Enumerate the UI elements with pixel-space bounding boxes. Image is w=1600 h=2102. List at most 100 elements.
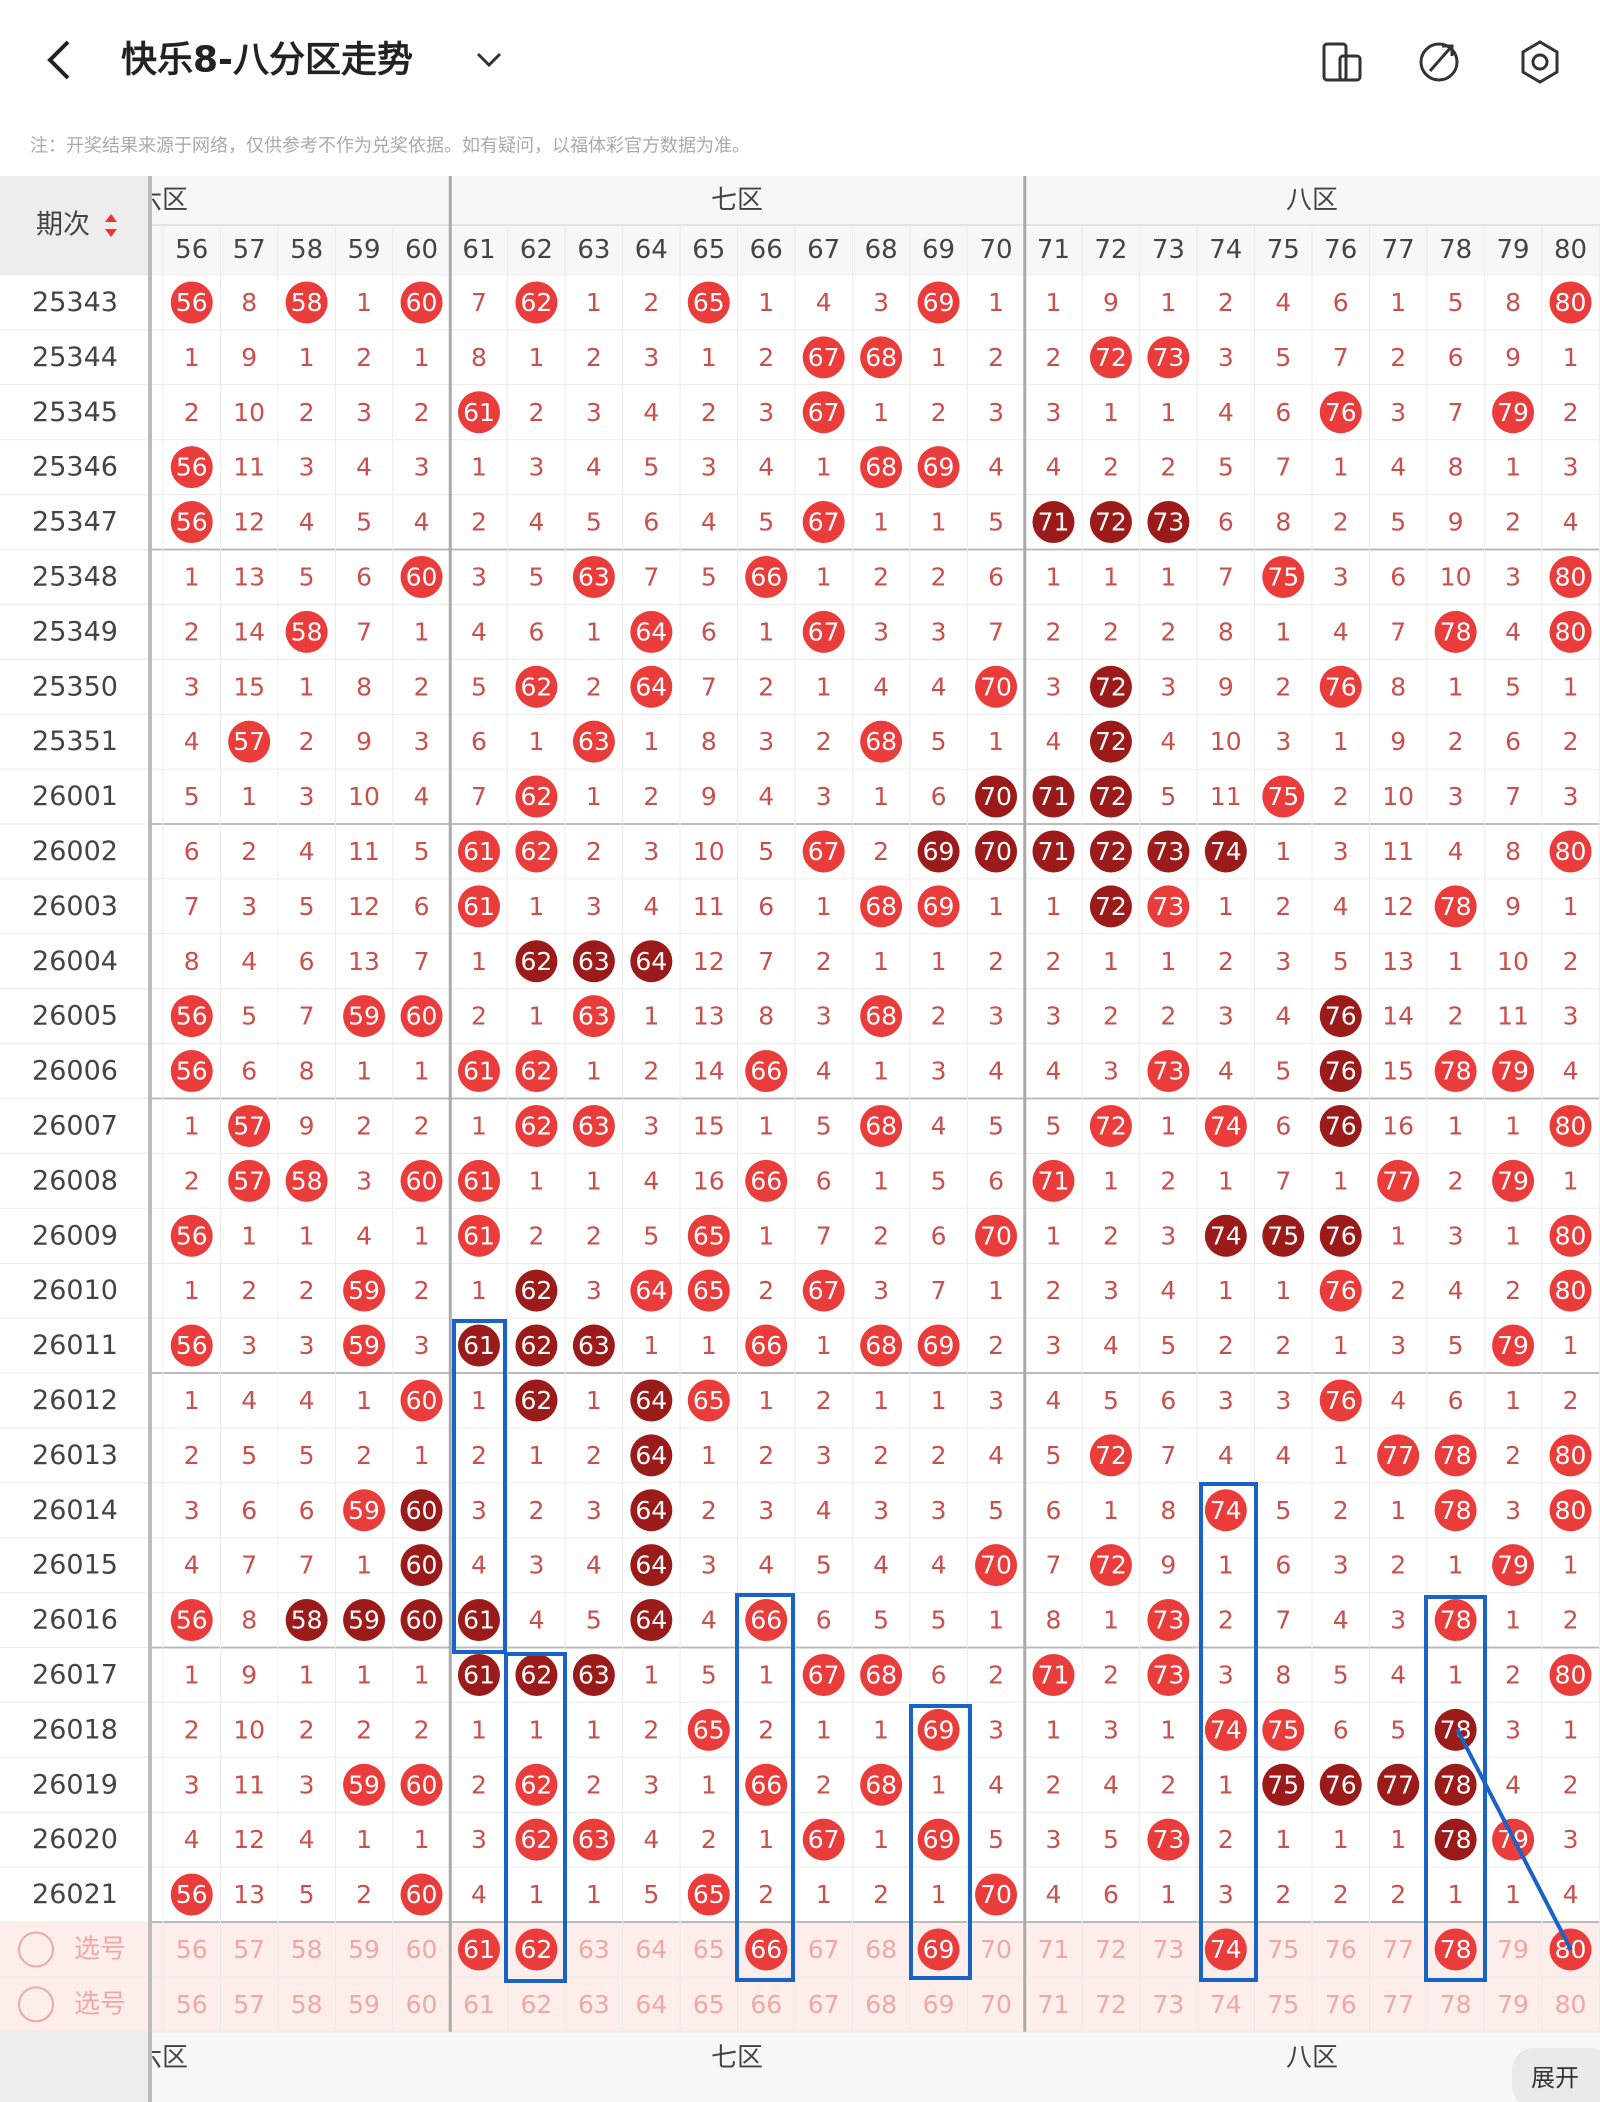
select-number[interactable]: 57 xyxy=(233,1935,265,1964)
miss-count: 6 xyxy=(816,1606,832,1635)
select-number[interactable]: 64 xyxy=(635,1935,667,1964)
hit-ball xyxy=(1549,1653,1592,1696)
hit-ball-number: 79 xyxy=(1497,1331,1529,1360)
share-icon[interactable] xyxy=(1419,42,1459,82)
select-label[interactable]: 选号 xyxy=(74,1934,126,1964)
hit-ball-number: 77 xyxy=(1382,1166,1414,1195)
select-number[interactable]: 67 xyxy=(808,1990,840,2019)
select-number[interactable]: 61 xyxy=(463,1990,495,2019)
select-number[interactable]: 72 xyxy=(1095,1935,1127,1964)
select-number[interactable]: 77 xyxy=(1382,1935,1414,1964)
select-number[interactable]: 76 xyxy=(1325,1935,1357,1964)
selected-number[interactable]: 78 xyxy=(1440,1935,1472,1964)
miss-count: 2 xyxy=(184,1441,200,1470)
miss-count: 1 xyxy=(299,672,315,701)
select-number[interactable]: 60 xyxy=(406,1935,438,1964)
selected-ball[interactable] xyxy=(1434,1928,1477,1971)
settings-icon[interactable] xyxy=(1521,40,1559,84)
select-number[interactable]: 74 xyxy=(1210,1990,1242,2019)
miss-count: 1 xyxy=(184,1386,200,1415)
miss-count: 13 xyxy=(1382,947,1414,976)
miss-count: 3 xyxy=(873,1276,889,1305)
sort-arrows[interactable] xyxy=(105,214,117,237)
select-number[interactable]: 58 xyxy=(291,1935,323,1964)
select-number[interactable]: 66 xyxy=(750,1990,782,2019)
hit-ball-number: 71 xyxy=(1038,1660,1070,1689)
device-icon[interactable] xyxy=(1322,42,1362,82)
column-number: 75 xyxy=(1267,235,1300,265)
selected-ball[interactable] xyxy=(515,1928,558,1971)
select-number[interactable]: 70 xyxy=(980,1935,1012,1964)
expand-label[interactable]: 展开 xyxy=(1531,2064,1579,2092)
select-radio[interactable] xyxy=(18,1931,54,1968)
select-number[interactable]: 59 xyxy=(348,1990,380,2019)
select-number[interactable]: 56 xyxy=(176,1990,208,2019)
select-number[interactable]: 63 xyxy=(578,1990,610,2019)
select-number[interactable]: 75 xyxy=(1267,1935,1299,1964)
hit-ball-number: 78 xyxy=(1440,1057,1472,1086)
hit-ball-number: 66 xyxy=(750,1057,782,1086)
select-number[interactable]: 68 xyxy=(865,1990,897,2019)
selected-number[interactable]: 69 xyxy=(923,1935,955,1964)
select-radio[interactable] xyxy=(18,1986,54,2023)
selected-number[interactable]: 61 xyxy=(463,1935,495,1964)
issue-number: 25344 xyxy=(32,342,118,373)
select-number[interactable]: 79 xyxy=(1497,1990,1529,2019)
back-button[interactable] xyxy=(47,40,70,80)
hit-ball-number: 60 xyxy=(406,1496,438,1525)
hit-ball-number: 76 xyxy=(1325,1221,1357,1250)
select-number[interactable]: 79 xyxy=(1497,1935,1529,1964)
issue-header[interactable]: 期次 xyxy=(36,210,90,241)
select-number[interactable]: 65 xyxy=(693,1990,725,2019)
select-number[interactable]: 60 xyxy=(406,1990,438,2019)
select-number[interactable]: 59 xyxy=(348,1935,380,1964)
select-number[interactable]: 73 xyxy=(1152,1990,1184,2019)
miss-count: 1 xyxy=(1160,947,1176,976)
select-number[interactable]: 75 xyxy=(1267,1990,1299,2019)
select-number[interactable]: 78 xyxy=(1440,1990,1472,2019)
miss-count: 4 xyxy=(241,947,257,976)
selected-ball[interactable] xyxy=(745,1928,788,1971)
select-label[interactable]: 选号 xyxy=(74,1989,126,2019)
hit-ball-number: 72 xyxy=(1095,1441,1127,1470)
miss-count: 1 xyxy=(988,727,1004,756)
miss-count: 8 xyxy=(1218,617,1234,646)
selected-number[interactable]: 66 xyxy=(750,1935,782,1964)
select-number[interactable]: 69 xyxy=(923,1990,955,2019)
select-number[interactable]: 76 xyxy=(1325,1990,1357,2019)
select-number[interactable]: 77 xyxy=(1382,1990,1414,2019)
select-number[interactable]: 80 xyxy=(1555,1990,1587,2019)
miss-count: 1 xyxy=(931,1770,947,1799)
selected-ball[interactable] xyxy=(917,1928,960,1971)
select-number[interactable]: 71 xyxy=(1038,1935,1070,1964)
selected-number[interactable]: 74 xyxy=(1210,1935,1242,1964)
hit-ball-number: 59 xyxy=(348,1606,380,1635)
select-number[interactable]: 71 xyxy=(1038,1990,1070,2019)
select-number[interactable]: 65 xyxy=(693,1935,725,1964)
select-number[interactable]: 57 xyxy=(233,1990,265,2019)
selected-ball[interactable] xyxy=(457,1928,500,1971)
expand-button[interactable]: 展开 xyxy=(1512,2048,1600,2102)
select-number[interactable]: 56 xyxy=(176,1935,208,1964)
selected-number[interactable]: 62 xyxy=(521,1935,553,1964)
miss-count: 3 xyxy=(1563,1825,1579,1854)
select-number[interactable]: 58 xyxy=(291,1990,323,2019)
selected-ball[interactable] xyxy=(1204,1928,1247,1971)
hit-ball xyxy=(1377,1763,1420,1806)
hit-ball-number: 63 xyxy=(578,1660,610,1689)
select-number[interactable]: 67 xyxy=(808,1935,840,1964)
hit-ball xyxy=(1434,1050,1477,1093)
miss-count: 4 xyxy=(586,1551,602,1580)
miss-count: 2 xyxy=(1390,343,1406,372)
hit-ball xyxy=(745,1599,788,1642)
select-number[interactable]: 70 xyxy=(980,1990,1012,2019)
select-number[interactable]: 72 xyxy=(1095,1990,1127,2019)
select-number[interactable]: 62 xyxy=(521,1990,553,2019)
select-number[interactable]: 68 xyxy=(865,1935,897,1964)
title-dropdown[interactable] xyxy=(476,52,502,68)
select-number[interactable]: 64 xyxy=(635,1990,667,2019)
select-number[interactable]: 63 xyxy=(578,1935,610,1964)
select-number[interactable]: 73 xyxy=(1152,1935,1184,1964)
hit-ball xyxy=(687,1873,730,1916)
